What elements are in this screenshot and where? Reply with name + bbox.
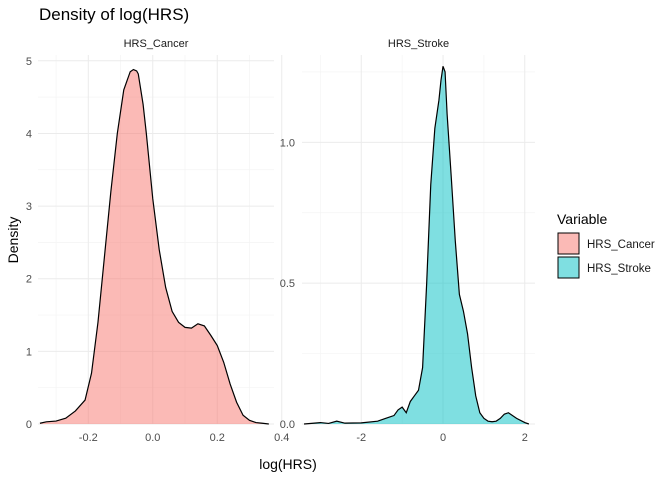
panel-HRS_Stroke: HRS_Stroke -2 0 2 0.0 0.5 1.0 xyxy=(280,38,535,444)
x-tick-label: 0 xyxy=(440,432,446,444)
facet-strip-label: HRS_Cancer xyxy=(124,38,189,50)
legend-title: Variable xyxy=(557,211,608,227)
x-tick-label: 0.0 xyxy=(145,432,160,444)
density-line-HRS_Cancer xyxy=(39,68,269,425)
y-tick-label: 1 xyxy=(26,346,32,358)
y-tick-label: 0.5 xyxy=(280,278,295,290)
y-tick-label: 3 xyxy=(26,201,32,213)
facet-panels: HRS_Cancer -0.2 0.0 0.2 0.4 0 1 2 3 4 5 HRS_Stroke -… xyxy=(26,38,535,444)
facet-strip-label: HRS_Stroke xyxy=(388,38,449,50)
y-tick-label: 0 xyxy=(26,419,32,431)
x-tick-label: -0.2 xyxy=(79,432,98,444)
density-area-HRS_Cancer xyxy=(39,69,269,424)
legend-key-HRS_Stroke xyxy=(557,256,580,279)
minor-gridlines xyxy=(302,55,535,424)
x-tick-label: 2 xyxy=(522,432,528,444)
density-area-HRS_Stroke xyxy=(304,66,529,425)
legend: Variable HRS_Cancer HRS_Stroke xyxy=(557,211,655,279)
y-tick-label: 1.0 xyxy=(280,137,295,149)
x-tick-label: 0.2 xyxy=(210,432,225,444)
y-tick-label: 5 xyxy=(26,56,32,68)
chart-title: Density of log(HRS) xyxy=(39,5,189,24)
x-tick-label: -2 xyxy=(356,432,366,444)
legend-label: HRS_Stroke xyxy=(587,263,651,275)
x-axis-title: log(HRS) xyxy=(259,456,317,472)
y-axis-title: Density xyxy=(5,217,21,264)
y-tick-label: 2 xyxy=(26,274,32,286)
y-tick-label: 4 xyxy=(26,128,32,140)
legend-label: HRS_Cancer xyxy=(587,239,655,251)
density-line-HRS_Stroke xyxy=(303,66,530,425)
y-tick-label: 0.0 xyxy=(280,419,295,431)
major-gridlines xyxy=(302,55,535,425)
x-tick-label: 0.4 xyxy=(274,432,289,444)
legend-key-HRS_Cancer xyxy=(557,232,580,255)
panel-HRS_Cancer: HRS_Cancer -0.2 0.0 0.2 0.4 0 1 2 3 4 5 xyxy=(26,38,290,444)
